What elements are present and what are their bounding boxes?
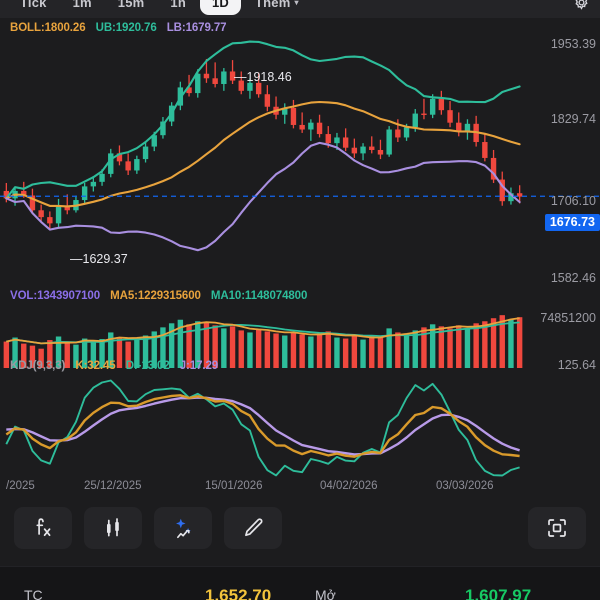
tab-tick[interactable]: Tick [20, 0, 47, 10]
x-tick-3: 15/01/2026 [205, 480, 263, 492]
price-ytick-2: 1829.74 [550, 112, 596, 126]
ref-price-label: TC [24, 587, 43, 600]
kdj-plot [5, 379, 520, 477]
boll-upper-value: UB:1920.76 [95, 22, 157, 34]
boll-mid-value: BOLL:1800.26 [10, 22, 86, 34]
volume-ytick-top: 74851200 [540, 311, 596, 325]
draw-button[interactable] [224, 507, 282, 549]
candlestick-icon [107, 518, 119, 537]
chart-type-button[interactable] [84, 507, 142, 549]
price-ytick-4: 1582.46 [550, 271, 596, 285]
low-annotation-dash: — [70, 252, 82, 266]
high-annotation: —1918.46 [234, 70, 292, 84]
x-tick-4: 04/02/2026 [320, 480, 378, 492]
tab-1d[interactable]: 1D [199, 0, 242, 15]
open-price-value: 1.607,97 [465, 586, 532, 600]
price-ytick-1: 1953.39 [550, 37, 596, 51]
volume-legend: VOL:1343907100 MA5:1229315600 MA10:11480… [10, 290, 314, 302]
high-annotation-dash: — [234, 70, 246, 84]
sparkle-icon [175, 518, 191, 538]
timeframe-tabbar: Tick 1m 15m 1h 1D Thêm ▾ [0, 0, 600, 18]
tab-1h[interactable]: 1h [170, 0, 186, 10]
vol-value: VOL:1343907100 [10, 290, 101, 302]
ma5-value: MA5:1229315600 [110, 290, 201, 302]
boll-lower-value: LB:1679.77 [166, 22, 227, 34]
kdj-j-value: J:17.29 [179, 360, 219, 372]
kdj-pane[interactable] [0, 376, 600, 480]
high-annotation-value: 1918.46 [246, 70, 292, 84]
volume-plot [3, 315, 523, 368]
volume-ytick-bottom: 125.64 [557, 358, 596, 372]
open-price-label: Mở [315, 587, 336, 600]
fullscreen-button[interactable] [528, 507, 586, 549]
boll-legend: BOLL:1800.26 UB:1920.76 LB:1679.77 [10, 22, 233, 34]
x-tick-2: 25/12/2025 [84, 480, 142, 492]
x-axis: /2025 25/12/2025 15/01/2026 04/02/2026 0… [0, 480, 600, 502]
kdj-name: KDJ(9,3,3) [10, 360, 66, 372]
kdj-legend: KDJ(9,3,3) K:32.45 D:-13.02 J:17.29 [10, 360, 225, 372]
indicators-button[interactable] [14, 507, 72, 549]
chart-toolbar [0, 497, 600, 559]
tab-more-label: Thêm [255, 0, 291, 10]
chart-area[interactable]: BOLL:1800.26 UB:1920.76 LB:1679.77 1953.… [0, 18, 600, 492]
x-tick-5: 03/03/2026 [436, 480, 494, 492]
tab-more[interactable]: Thêm ▾ [243, 0, 311, 15]
gear-icon [574, 0, 588, 10]
last-price-badge: 1676.73 [544, 214, 600, 231]
ma10-value: MA10:1148074800 [210, 290, 308, 302]
tab-1m[interactable]: 1m [72, 0, 92, 10]
fx-icon [36, 518, 51, 537]
low-annotation-value: 1629.37 [82, 252, 128, 266]
low-annotation: —1629.37 [70, 252, 128, 266]
quote-bar: TC 1.652,70 Mở 1.607,97 [0, 566, 600, 600]
kdj-k-value: K:32.45 [75, 360, 116, 372]
ref-price-value: 1.652,70 [205, 586, 272, 600]
settings-button[interactable] [570, 0, 592, 13]
kdj-d-value: D:-13.02 [125, 360, 170, 372]
x-tick-1: /2025 [6, 480, 35, 492]
pencil-icon [245, 518, 263, 537]
price-plot [0, 40, 600, 252]
ai-analysis-button[interactable] [154, 507, 212, 549]
chevron-down-icon: ▾ [294, 0, 299, 7]
tab-15m[interactable]: 15m [117, 0, 145, 10]
fullscreen-icon [548, 519, 566, 537]
volume-pane[interactable] [0, 306, 600, 368]
price-ytick-3: 1706.10 [550, 194, 596, 208]
price-pane[interactable] [0, 18, 600, 274]
